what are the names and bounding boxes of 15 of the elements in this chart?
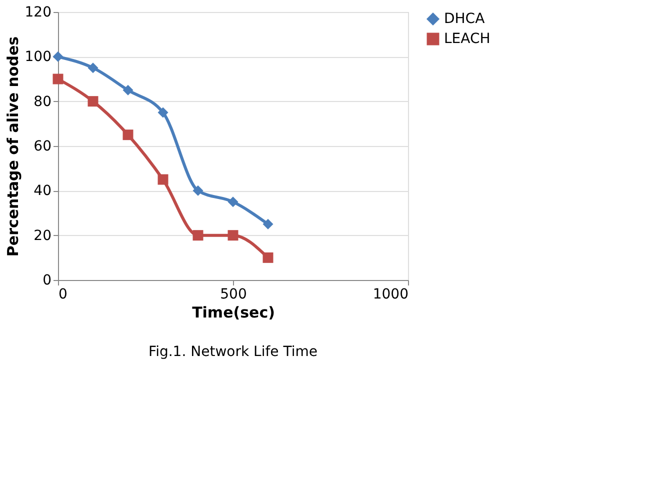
y-tick-label: 120	[24, 4, 52, 20]
x-axis-title: Time(sec)	[192, 304, 275, 322]
x-tick-label: 1000	[372, 286, 408, 302]
y-tick-label: 20	[34, 228, 52, 244]
y-tick-label: 60	[34, 138, 52, 154]
y-tick-label: 40	[34, 183, 52, 200]
x-tick-label: 0	[58, 286, 68, 302]
y-tick-label: 80	[34, 94, 52, 110]
legend-label: LEACH	[444, 31, 490, 47]
y-axis-title: Percentage of alive nodes	[4, 36, 22, 257]
legend-label: DHCA	[444, 11, 486, 27]
x-tick-label: 500	[220, 286, 247, 302]
caption: Fig.1. Network Life Time	[148, 344, 318, 360]
y-tick-label: 0	[42, 272, 52, 288]
y-tick-label: 100	[24, 49, 52, 66]
